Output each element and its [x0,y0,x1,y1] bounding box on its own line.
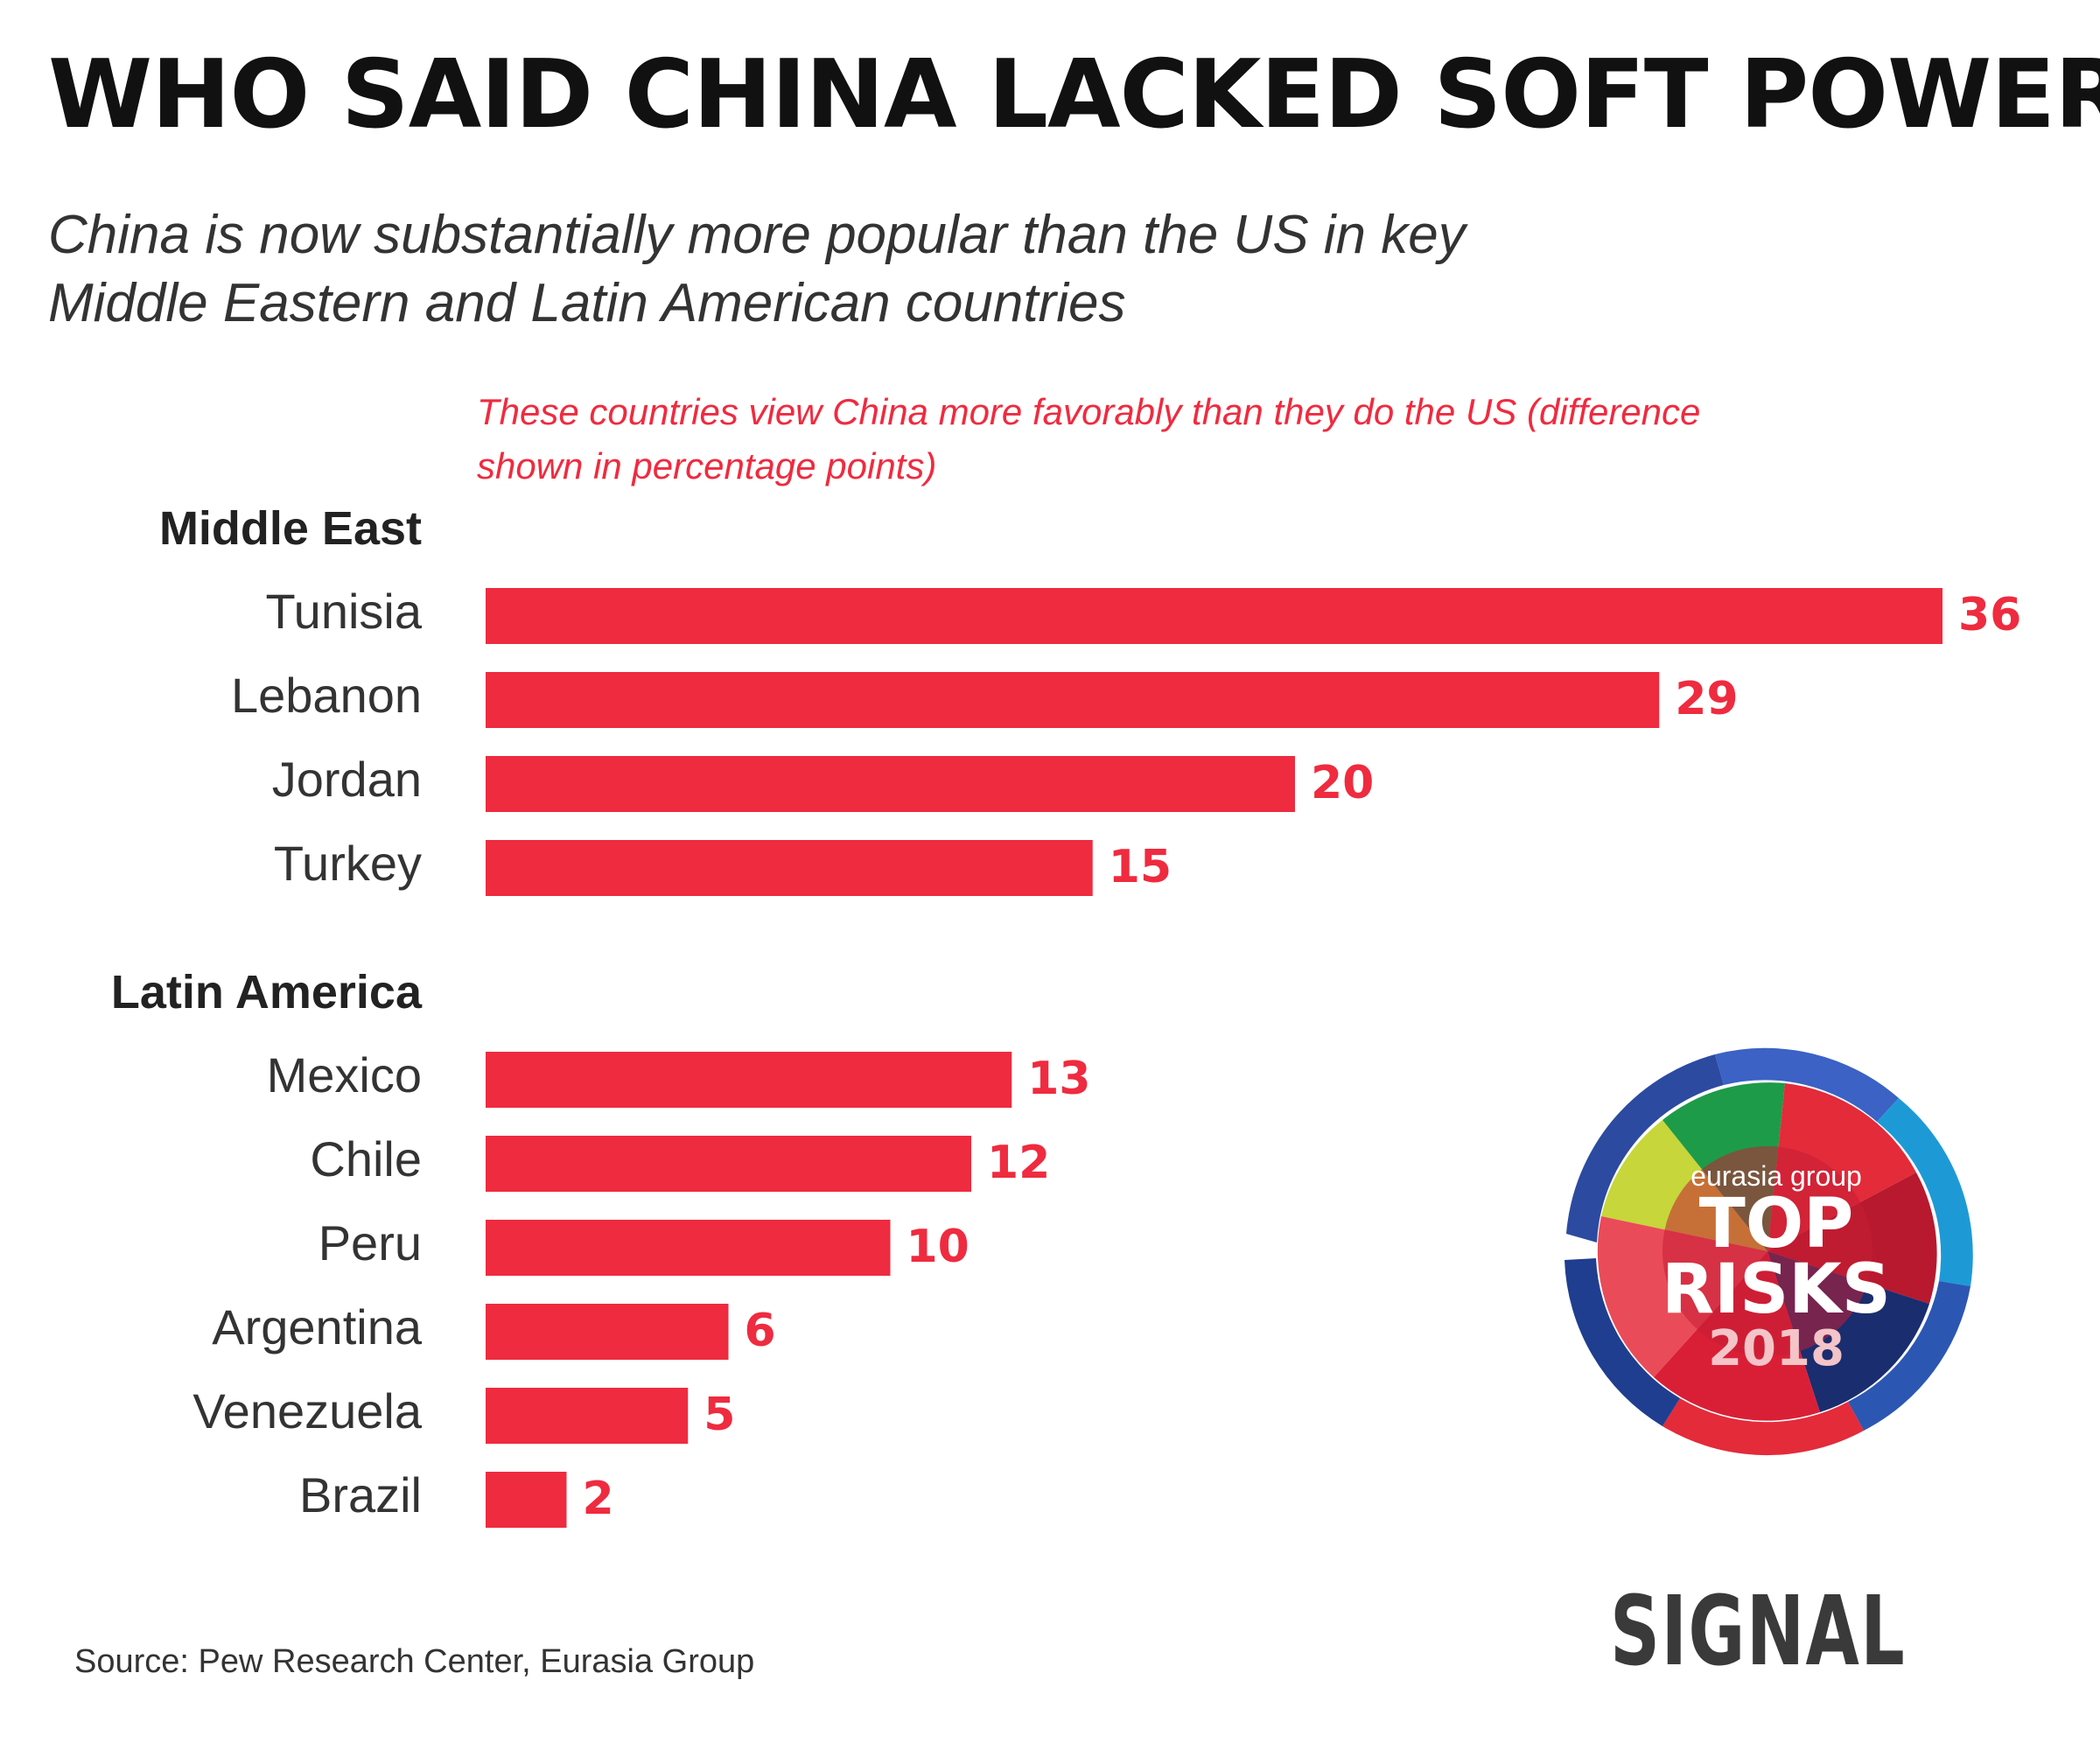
bar [486,1304,729,1360]
data-label: 6 [745,1305,776,1357]
bar [486,1388,689,1444]
signal-logo: SIGNAL [1610,1575,1907,1687]
group-label: Middle East [159,502,422,555]
data-label: 13 [1027,1053,1090,1105]
group-label: Latin America [111,966,423,1018]
data-label: 10 [906,1221,970,1273]
category-label: Peru [318,1215,422,1270]
category-label: Argentina [212,1299,423,1354]
category-label: Lebanon [231,668,422,723]
category-label: Brazil [299,1467,422,1522]
data-label: 15 [1109,841,1172,893]
chart-subtitle: China is now substantially more popular … [48,205,1466,333]
bar [486,1136,971,1192]
logo-small-text: eurasia group [1690,1160,1862,1192]
bar [486,588,1942,644]
bar [486,1052,1012,1108]
category-label: Mexico [267,1047,422,1102]
bar [486,840,1093,896]
data-label: 5 [704,1389,735,1441]
category-label: Jordan [272,752,422,807]
category-label: Venezuela [192,1383,422,1438]
data-label: 20 [1311,757,1374,809]
bar [486,756,1295,812]
bar [486,1220,891,1276]
bar [486,672,1660,728]
data-label: 12 [987,1137,1050,1189]
source-note: Source: Pew Research Center, Eurasia Gro… [74,1643,755,1680]
data-label: 36 [1958,589,2021,641]
chart-title: WHO SAID CHINA LACKED SOFT POWER? [48,40,2100,150]
category-label: Tunisia [266,584,423,639]
data-label: 2 [583,1473,614,1525]
logo-top-text: TOP [1699,1185,1854,1264]
top-risks-logo: eurasia group TOP RISKS 2018 [1564,1047,1973,1456]
category-label: Turkey [274,836,422,891]
logo-risks-text: RISKS [1662,1250,1891,1329]
logo-year-text: 2018 [1708,1320,1844,1377]
chart-note: These countries view China more favorabl… [477,391,1701,486]
bar [486,1472,567,1528]
data-label: 29 [1675,673,1738,725]
bar-chart: Middle East Tunisia 36 Lebanon 29 Jordan 20 Tur… [111,502,2021,1528]
category-label: Chile [310,1131,422,1186]
